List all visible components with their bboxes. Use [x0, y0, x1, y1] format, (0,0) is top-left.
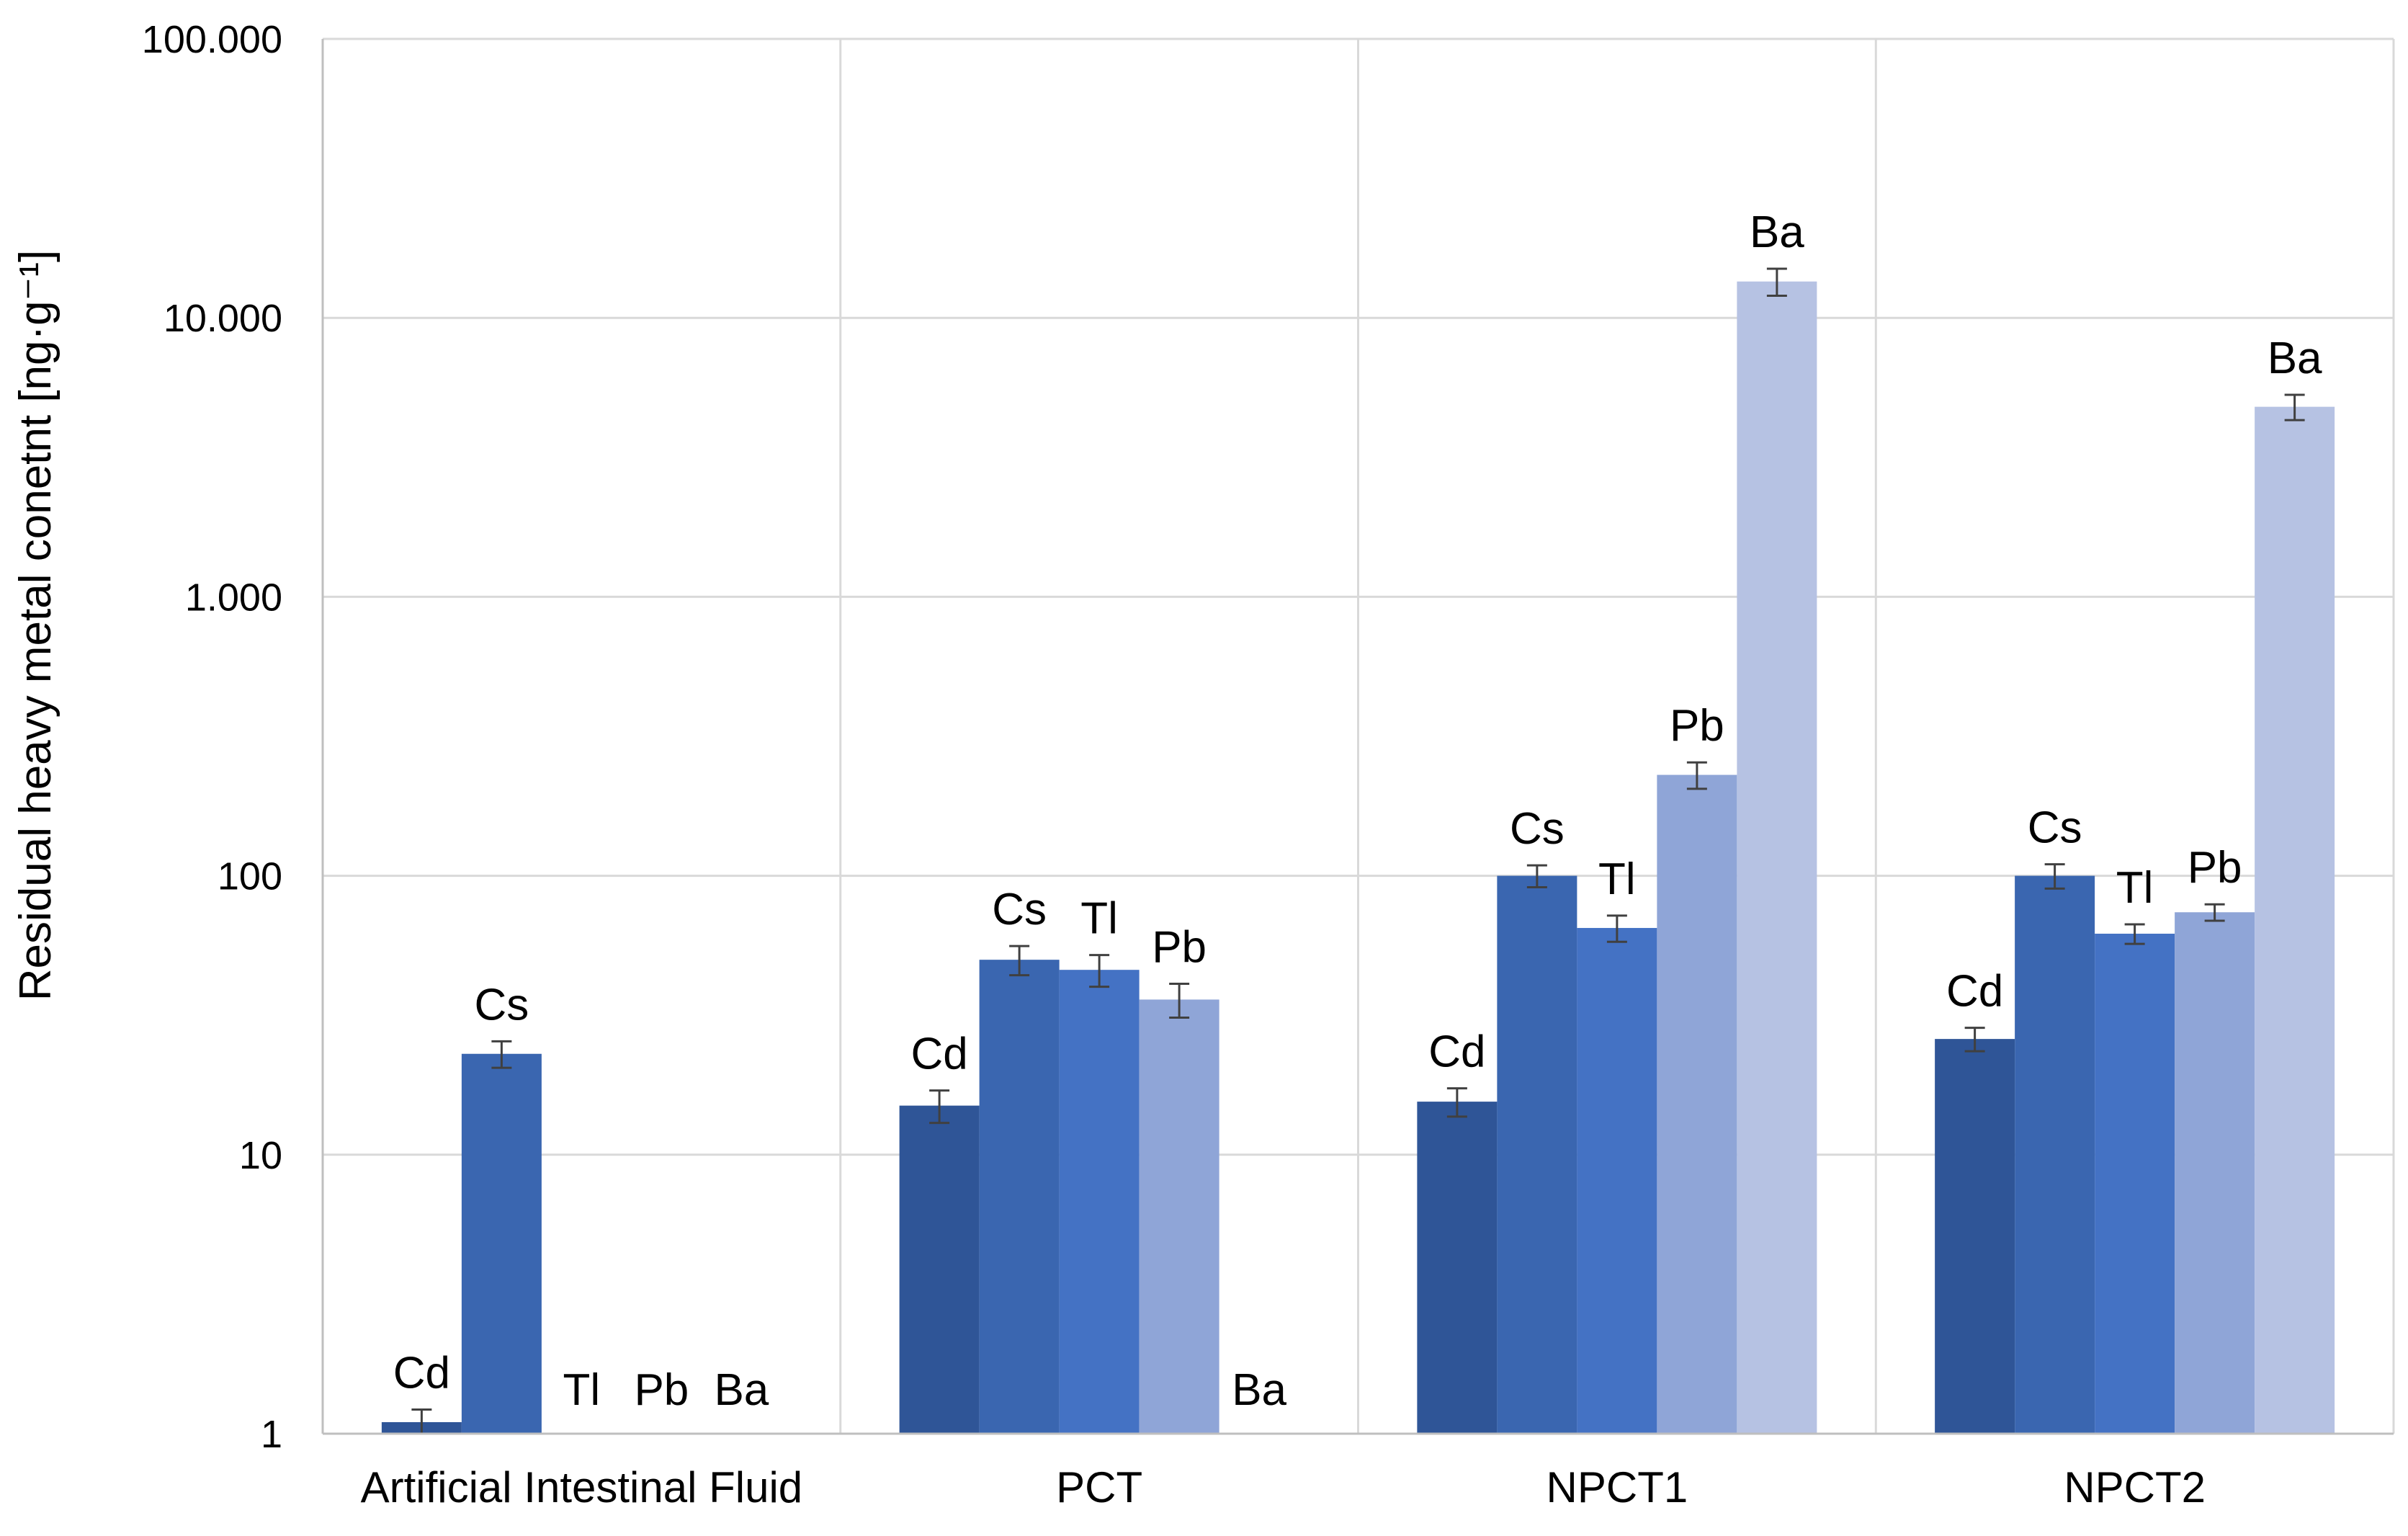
bar-label-ba: Ba [2268, 334, 2322, 383]
bar-cd [1417, 1102, 1498, 1434]
bar-label-cs: Cs [1510, 804, 1565, 854]
bar-ba [1737, 281, 1817, 1434]
bar-cd [899, 1105, 980, 1434]
bar-pb [1657, 774, 1737, 1434]
category-label: PCT [1056, 1463, 1142, 1512]
y-axis-title: Residual heavy metal conetnt [ng·g⁻¹] [11, 250, 61, 1001]
bar-label-pb: Pb [634, 1365, 689, 1415]
y-tick-label: 10.000 [164, 297, 282, 340]
y-tick-label: 1.000 [185, 576, 282, 619]
y-tick-label: 1 [261, 1413, 282, 1456]
bar-pb [1139, 999, 1219, 1434]
bar-label-tl: Tl [1080, 894, 1118, 944]
bar-label-tl: Tl [563, 1365, 601, 1415]
bar-label-cd: Cd [910, 1030, 967, 1079]
bar-tl [1059, 970, 1140, 1434]
bar-label-cd: Cd [393, 1349, 450, 1398]
bar-label-cs: Cs [2028, 803, 2082, 853]
bar-label-cd: Cd [1946, 967, 2003, 1017]
bar-cd [1935, 1039, 2015, 1434]
bar-label-pb: Pb [1670, 701, 1724, 751]
y-tick-label: 100 [218, 855, 282, 898]
bar-label-ba: Ba [1750, 207, 1804, 257]
bar-ba [2255, 406, 2335, 1434]
bar-label-ba: Ba [1232, 1365, 1286, 1415]
bar-tl [1577, 928, 1657, 1434]
bar-label-cd: Cd [1428, 1027, 1485, 1077]
category-label: NPCT1 [1547, 1463, 1688, 1512]
bar-label-ba: Ba [714, 1365, 769, 1415]
bar-label-pb: Pb [1152, 923, 1207, 973]
bar-cs [1497, 875, 1577, 1434]
bar-cs [2015, 875, 2095, 1434]
y-tick-label: 100.000 [142, 18, 282, 61]
bar-cs [461, 1053, 542, 1434]
bar-label-tl: Tl [2116, 863, 2154, 913]
bar-tl [2095, 933, 2175, 1434]
bar-cs [979, 960, 1060, 1434]
category-label: NPCT2 [2064, 1463, 2206, 1512]
bar-label-tl: Tl [1598, 854, 1636, 904]
category-label: Artificial Intestinal Fluid [361, 1463, 803, 1512]
bar-label-cs: Cs [992, 885, 1047, 934]
bar-label-pb: Pb [2188, 843, 2242, 893]
bar-label-cs: Cs [474, 980, 529, 1030]
bar-pb [2175, 912, 2255, 1434]
y-tick-label: 10 [239, 1134, 282, 1177]
